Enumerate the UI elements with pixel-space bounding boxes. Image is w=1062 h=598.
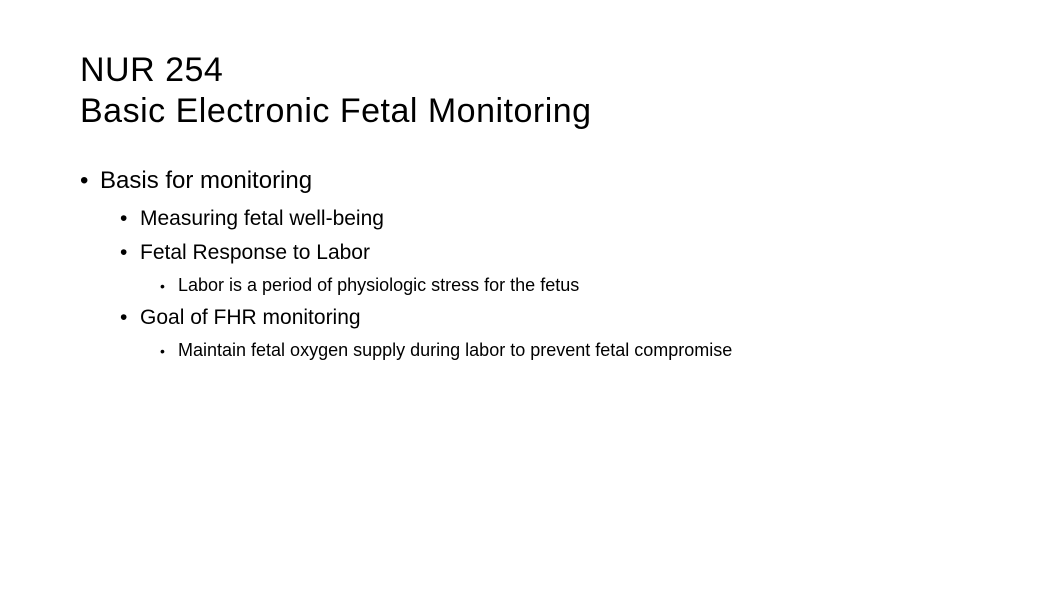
list-item-level3: Maintain fetal oxygen supply during labo… [160, 340, 982, 361]
list-item-label: Goal of FHR monitoring [140, 306, 361, 329]
content-list: Basis for monitoring Measuring fetal wel… [80, 167, 982, 361]
list-item-label: Fetal Response to Labor [140, 241, 370, 264]
title-line-2: Basic Electronic Fetal Monitoring [80, 91, 982, 132]
list-item-label: Maintain fetal oxygen supply during labo… [178, 340, 732, 360]
title-line-1: NUR 254 [80, 50, 982, 91]
list-item-label: Measuring fetal well-being [140, 207, 384, 230]
sublist-level3: Maintain fetal oxygen supply during labo… [140, 340, 982, 361]
list-item-label: Basis for monitoring [100, 167, 312, 194]
list-item-level3: Labor is a period of physiologic stress … [160, 275, 982, 296]
list-item-level2: Measuring fetal well-being [120, 207, 982, 231]
list-item-label: Labor is a period of physiologic stress … [178, 275, 579, 295]
slide-title: NUR 254 Basic Electronic Fetal Monitorin… [80, 50, 982, 132]
sublist-level2: Measuring fetal well-being Fetal Respons… [100, 207, 982, 361]
list-item-level2: Goal of FHR monitoring Maintain fetal ox… [120, 306, 982, 361]
list-item-level2: Fetal Response to Labor Labor is a perio… [120, 241, 982, 296]
list-item-level1: Basis for monitoring Measuring fetal wel… [80, 167, 982, 361]
sublist-level3: Labor is a period of physiologic stress … [140, 275, 982, 296]
